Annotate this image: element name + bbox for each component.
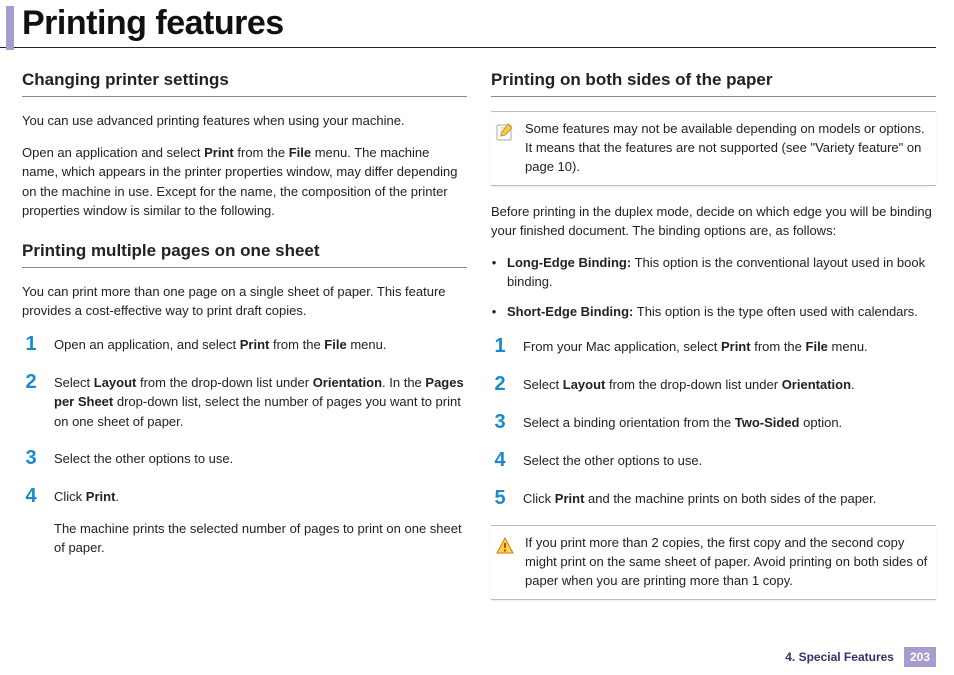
- warning-callout: If you print more than 2 copies, the fir…: [491, 525, 936, 600]
- right-column: Printing on both sides of the paper Some…: [491, 64, 936, 616]
- note-callout: Some features may not be available depen…: [491, 111, 936, 186]
- note-icon: [495, 122, 515, 142]
- step-number: 4: [491, 449, 509, 471]
- bullet-item: • Short-Edge Binding: This option is the …: [491, 302, 936, 322]
- step-number: 2: [22, 371, 40, 393]
- bullet-dot: •: [491, 253, 497, 292]
- footer-chapter: 4. Special Features: [785, 650, 894, 664]
- step-number: 5: [491, 487, 509, 509]
- bullet-body: Long-Edge Binding: This option is the co…: [507, 253, 936, 292]
- duplex-intro: Before printing in the duplex mode, deci…: [491, 202, 936, 241]
- section1-p2: Open an application and select Print fro…: [22, 143, 467, 221]
- step: 4 Select the other options to use.: [491, 449, 936, 471]
- step: 1 From your Mac application, select Print…: [491, 335, 936, 357]
- section2-intro: You can print more than one page on a si…: [22, 282, 467, 321]
- step: 5 Click Print and the machine prints on b…: [491, 487, 936, 509]
- step-body: Select the other options to use.: [523, 449, 936, 471]
- step-body: From your Mac application, select Print …: [523, 335, 936, 357]
- step: 4 Click Print.The machine prints the sele…: [22, 485, 467, 558]
- bullet-item: • Long-Edge Binding: This option is the c…: [491, 253, 936, 292]
- left-steps: 1 Open an application, and select Print f…: [22, 333, 467, 558]
- binding-bullets: • Long-Edge Binding: This option is the c…: [491, 253, 936, 322]
- step-number: 4: [22, 485, 40, 507]
- section-multipage-title: Printing multiple pages on one sheet: [22, 241, 467, 268]
- step-body: Open an application, and select Print fr…: [54, 333, 467, 355]
- s1p2-mid: from the: [234, 145, 289, 160]
- step: 3 Select the other options to use.: [22, 447, 467, 469]
- step: 2 Select Layout from the drop-down list u…: [22, 371, 467, 432]
- bullet-dot: •: [491, 302, 497, 322]
- warning-icon: [495, 536, 515, 556]
- note-text: Some features may not be available depen…: [525, 120, 932, 177]
- s1p2-pre: Open an application and select: [22, 145, 204, 160]
- section-duplex-title: Printing on both sides of the paper: [491, 70, 936, 97]
- step-body: Select a binding orientation from the Tw…: [523, 411, 936, 433]
- left-column: Changing printer settings You can use ad…: [22, 64, 467, 616]
- s1p2-b2: File: [289, 145, 311, 160]
- step-extra: The machine prints the selected number o…: [54, 519, 467, 558]
- section-changing-settings-title: Changing printer settings: [22, 70, 467, 97]
- page-title: Printing features: [0, 0, 936, 48]
- right-steps: 1 From your Mac application, select Print…: [491, 335, 936, 509]
- bullet-body: Short-Edge Binding: This option is the t…: [507, 302, 918, 322]
- step: 2 Select Layout from the drop-down list u…: [491, 373, 936, 395]
- warning-text: If you print more than 2 copies, the fir…: [525, 534, 932, 591]
- section1-p1: You can use advanced printing features w…: [22, 111, 467, 131]
- step-number: 1: [491, 335, 509, 357]
- step-body: Select Layout from the drop-down list un…: [54, 371, 467, 432]
- accent-bar: [6, 6, 14, 50]
- step-body: Click Print and the machine prints on bo…: [523, 487, 936, 509]
- step-body: Select Layout from the drop-down list un…: [523, 373, 936, 395]
- page-footer: 4. Special Features 203: [785, 647, 936, 667]
- step-number: 3: [491, 411, 509, 433]
- step-number: 1: [22, 333, 40, 355]
- step-number: 3: [22, 447, 40, 469]
- step: 1 Open an application, and select Print f…: [22, 333, 467, 355]
- step: 3 Select a binding orientation from the T…: [491, 411, 936, 433]
- step-body: Click Print.The machine prints the selec…: [54, 485, 467, 558]
- footer-page-number: 203: [904, 647, 936, 667]
- step-number: 2: [491, 373, 509, 395]
- s1p2-b1: Print: [204, 145, 234, 160]
- content-columns: Changing printer settings You can use ad…: [0, 64, 954, 616]
- step-body: Select the other options to use.: [54, 447, 467, 469]
